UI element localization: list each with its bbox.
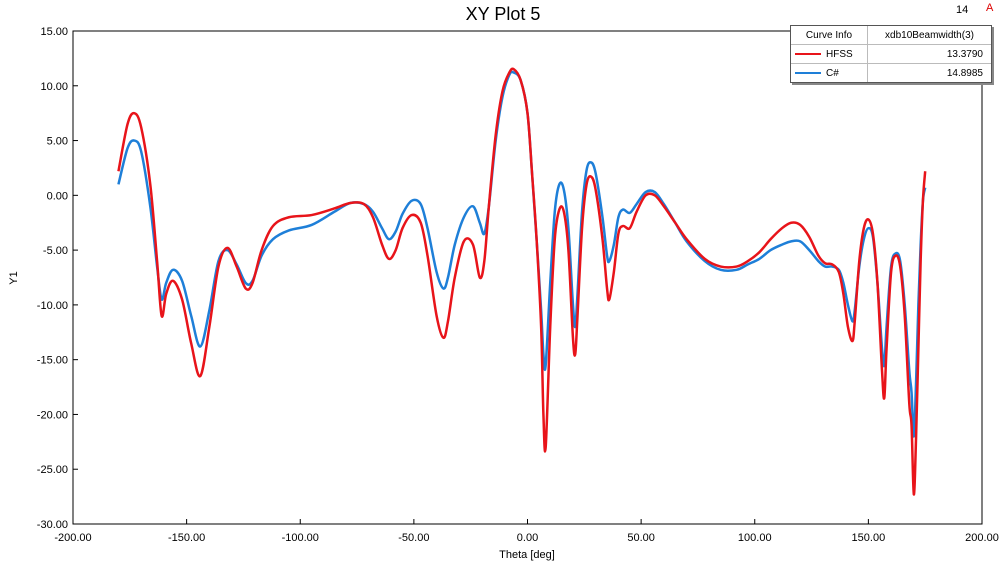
- series-line-csharp: [117, 70, 927, 438]
- legend-header-curve: Curve Info: [791, 26, 868, 44]
- x-tick-label: 100.00: [738, 532, 772, 544]
- series-lines: [117, 67, 927, 496]
- axis-ticks: -200.00 -150.00 -100.00 -50.00 0.00 50.00 100.…: [37, 26, 999, 544]
- legend-row-hfss[interactable]: HFSS 13.3790: [791, 45, 991, 64]
- legend-table[interactable]: Curve Info xdb10Beamwidth(3) HFSS 13.379…: [790, 25, 992, 83]
- legend-name-csharp: C#: [826, 67, 839, 79]
- y-tick-label: 5.00: [47, 136, 68, 148]
- legend-swatch-csharp: [795, 72, 821, 74]
- y-tick-label: 10.00: [40, 81, 68, 93]
- legend-header-value: xdb10Beamwidth(3): [885, 29, 974, 41]
- x-tick-label: 150.00: [852, 532, 886, 544]
- legend-value-csharp: 14.8985: [946, 67, 983, 79]
- series-line-hfss: [117, 67, 927, 496]
- y-tick-label: -15.00: [37, 355, 68, 367]
- legend-swatch-hfss: [795, 53, 821, 55]
- y-tick-label: -20.00: [37, 409, 68, 421]
- x-tick-label: 50.00: [627, 532, 655, 544]
- corner-mark: A: [986, 2, 994, 14]
- x-tick-label: -50.00: [398, 532, 429, 544]
- x-tick-label: -150.00: [168, 532, 205, 544]
- legend-header-row: Curve Info xdb10Beamwidth(3): [791, 26, 991, 45]
- legend-row-csharp[interactable]: C# 14.8985: [791, 64, 991, 82]
- y-tick-label: 0.00: [47, 190, 68, 202]
- y-tick-label: -5.00: [43, 245, 68, 257]
- x-tick-label: -100.00: [282, 532, 319, 544]
- x-tick-label: -200.00: [54, 532, 91, 544]
- marker-count: 14: [956, 4, 969, 16]
- legend-value-hfss: 13.3790: [946, 48, 983, 60]
- x-axis-label: Theta [deg]: [499, 549, 555, 561]
- y-tick-label: -30.00: [37, 519, 68, 531]
- chart-title: XY Plot 5: [466, 4, 541, 24]
- y-tick-label: -25.00: [37, 464, 68, 476]
- x-tick-label: 0.00: [517, 532, 538, 544]
- y-tick-label: -10.00: [37, 300, 68, 312]
- legend-name-hfss: HFSS: [826, 48, 853, 60]
- x-tick-label: 200.00: [965, 532, 999, 544]
- y-tick-label: 15.00: [40, 26, 68, 38]
- y-axis-label: Y1: [8, 271, 20, 284]
